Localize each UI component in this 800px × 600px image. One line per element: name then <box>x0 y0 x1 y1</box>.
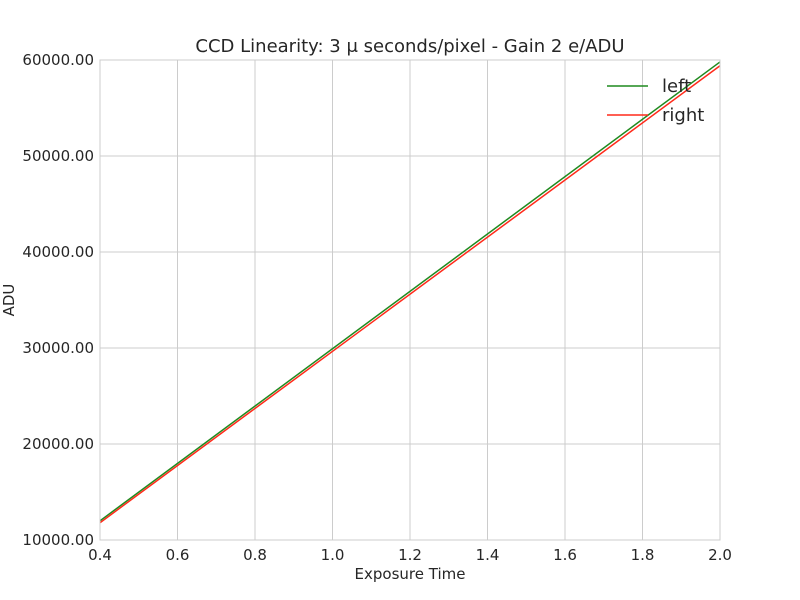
y-tick-labels: 10000.00 20000.00 30000.00 40000.00 50000.00… <box>22 51 94 549</box>
x-tick-label: 1.0 <box>321 546 345 564</box>
y-tick-label: 20000.00 <box>22 435 94 453</box>
x-tick-label: 1.8 <box>631 546 655 564</box>
y-tick-label: 10000.00 <box>22 531 94 549</box>
legend: left right <box>607 76 704 126</box>
x-axis-label: Exposure Time <box>355 565 466 583</box>
x-tick-labels: 0.4 0.6 0.8 1.0 1.2 1.4 1.6 1.8 2.0 <box>88 546 732 564</box>
x-tick-label: 1.2 <box>398 546 422 564</box>
y-tick-label: 30000.00 <box>22 339 94 357</box>
x-tick-label: 1.4 <box>476 546 500 564</box>
y-axis-label: ADU <box>0 284 18 317</box>
x-tick-label: 0.6 <box>166 546 190 564</box>
series-line-right <box>99 65 721 524</box>
y-tick-label: 50000.00 <box>22 147 94 165</box>
y-tick-label: 40000.00 <box>22 243 94 261</box>
series-line-left <box>99 61 721 522</box>
x-tick-label: 1.6 <box>553 546 577 564</box>
x-tick-label: 0.4 <box>88 546 112 564</box>
legend-label-right: right <box>662 105 704 126</box>
chart-title: CCD Linearity: 3 μ seconds/pixel - Gain … <box>195 36 624 57</box>
x-tick-label: 2.0 <box>708 546 732 564</box>
x-tick-label: 0.8 <box>243 546 267 564</box>
y-tick-label: 60000.00 <box>22 51 94 69</box>
legend-label-left: left <box>662 76 691 97</box>
plot-frame <box>99 59 721 541</box>
series-lines <box>99 61 721 524</box>
